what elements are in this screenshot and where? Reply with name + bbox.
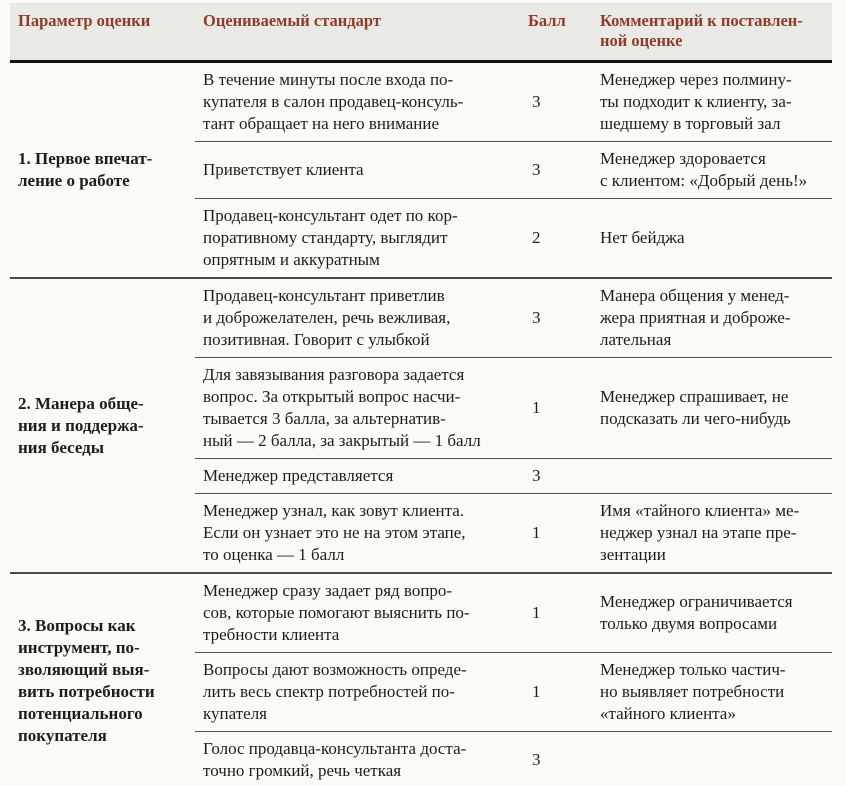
standard-cell: Менеджер сразу задает ряд вопро- сов, ко…: [195, 573, 520, 653]
header-param: Параметр оценки: [10, 3, 195, 62]
comment-cell: Менеджер только частич- но выявляет потр…: [592, 652, 832, 732]
standard-cell: Приветствует клиента: [195, 141, 520, 199]
standard-cell: Менеджер узнал, как зовут клиента. Если …: [203, 501, 466, 564]
param-cell: 1. Первое впечат- ление о работе: [18, 149, 153, 190]
section-needs-questions: 3. Вопросы как инструмент, по- зволяющий…: [10, 573, 832, 786]
comment-cell: Менеджер через полмину- ты подходит к кл…: [592, 61, 832, 142]
score-cell: 2: [532, 228, 541, 247]
table-row: Для завязывания разговора задается вопро…: [10, 357, 832, 459]
comment-cell: Менеджер здоровается с клиентом: «Добрый…: [592, 141, 832, 199]
param-cell: 2. Манера обще- ния и поддержа- ния бесе…: [18, 393, 144, 457]
comment-cell: Имя «тайного клиента» ме- неджер узнал н…: [600, 501, 800, 564]
table-row: Вопросы дают возможность опреде- лить ве…: [10, 652, 832, 732]
table-row: Менеджер представляется 3: [10, 458, 832, 494]
standard-cell: Вопросы дают возможность опреде- лить ве…: [195, 652, 520, 732]
score-cell: 3: [520, 458, 592, 494]
comment-cell: Менеджер ограничивается только двумя воп…: [592, 573, 832, 653]
score-cell: 3: [520, 61, 592, 142]
header-row: Параметр оценки Оцениваемый стандарт Бал…: [10, 3, 832, 62]
score-cell: 3: [520, 278, 592, 358]
score-cell: 3: [520, 141, 592, 199]
standard-cell: Менеджер представляется: [195, 458, 520, 494]
table-row: Продавец-консультант одет по кор- порати…: [10, 199, 832, 279]
standard-cell: Продавец-консультант одет по кор- порати…: [203, 206, 458, 269]
score-cell: 1: [520, 652, 592, 732]
header-standard: Оцениваемый стандарт: [195, 3, 520, 62]
table-row: Менеджер узнал, как зовут клиента. Если …: [10, 494, 832, 574]
section-first-impression: 1. Первое впечат- ление о работе В течен…: [10, 61, 832, 279]
score-cell: 1: [520, 357, 592, 459]
standard-cell: Продавец-консультант приветлив и доброже…: [195, 278, 520, 358]
table-row: 2. Манера обще- ния и поддержа- ния бесе…: [10, 278, 832, 457]
standard-cell: Для завязывания разговора задается вопро…: [195, 357, 520, 459]
evaluation-table: Параметр оценки Оцениваемый стандарт Бал…: [10, 3, 832, 786]
score-cell: 3: [532, 750, 541, 769]
header-comment: Комментарий к поставлен- ной оценке: [592, 3, 832, 62]
standard-cell: Голос продавца-консультанта доста- точно…: [203, 739, 467, 780]
standard-cell: В течение минуты после входа по- купател…: [195, 61, 520, 142]
table-row: Голос продавца-консультанта доста- точно…: [10, 732, 832, 786]
section-communication-manner: 2. Манера обще- ния и поддержа- ния бесе…: [10, 278, 832, 573]
score-cell: 1: [532, 523, 541, 542]
header-score: Балл: [520, 3, 592, 62]
table-row: Приветствует клиента 3 Менеджер здоровае…: [10, 141, 832, 199]
comment-cell: Манера общения у менед- жера приятная и …: [592, 278, 832, 358]
table-row: 3. Вопросы как инструмент, по- зволяющий…: [10, 573, 832, 745]
param-cell: 3. Вопросы как инструмент, по- зволяющий…: [18, 616, 155, 745]
table-row: 1. Первое впечат- ление о работе В течен…: [10, 61, 832, 190]
comment-cell: [592, 732, 832, 786]
score-cell: 1: [520, 573, 592, 653]
comment-cell: [592, 458, 832, 494]
comment-cell: Менеджер спрашивает, не подсказать ли че…: [592, 357, 832, 459]
comment-cell: Нет бейджа: [600, 228, 685, 247]
